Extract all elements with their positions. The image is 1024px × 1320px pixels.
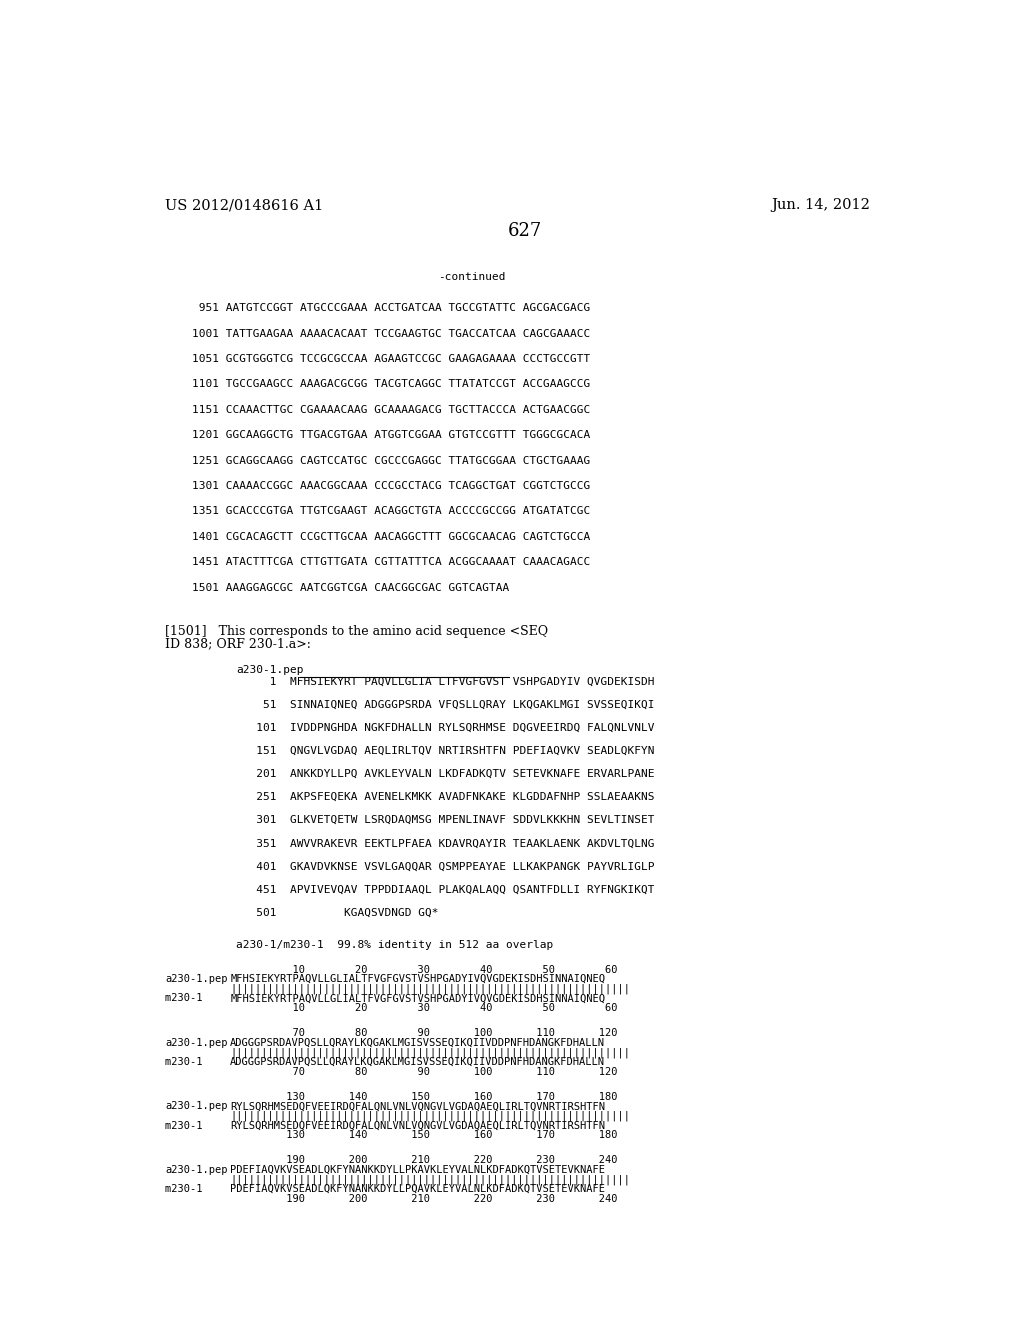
- Text: 951 AATGTCCGGT ATGCCCGAAA ACCTGATCAA TGCCGTATTC AGCGACGACG: 951 AATGTCCGGT ATGCCCGAAA ACCTGATCAA TGC…: [191, 304, 590, 313]
- Text: 1301 CAAAACCGGC AAACGGCAAA CCCGCCTACG TCAGGCTGAT CGGTCTGCCG: 1301 CAAAACCGGC AAACGGCAAA CCCGCCTACG TC…: [191, 480, 590, 491]
- Text: m230-1: m230-1: [165, 994, 221, 1003]
- Text: 201  ANKKDYLLPQ AVKLEYVALN LKDFADKQTV SETEVKNAFE ERVARLPANE: 201 ANKKDYLLPQ AVKLEYVALN LKDFADKQTV SET…: [237, 770, 655, 779]
- Text: a230-1/m230-1  99.8% identity in 512 aa overlap: a230-1/m230-1 99.8% identity in 512 aa o…: [237, 940, 554, 950]
- Text: a230-1.pep: a230-1.pep: [237, 665, 304, 675]
- Text: RYLSQRHMSEDQFVEEIRDQFALQNLVNLVQNGVLVGDAQAEQLIRLTQVNRTIRSHTFN: RYLSQRHMSEDQFVEEIRDQFALQNLVNLVQNGVLVGDAQ…: [230, 1101, 605, 1111]
- Text: 301  GLKVETQETW LSRQDAQMSG MPENLINAVF SDDVLKKKHN SEVLTINSET: 301 GLKVETQETW LSRQDAQMSG MPENLINAVF SDD…: [237, 816, 655, 825]
- Text: 1101 TGCCGAAGCC AAAGACGCGG TACGTCAGGC TTATATCCGT ACCGAAGCCG: 1101 TGCCGAAGCC AAAGACGCGG TACGTCAGGC TT…: [191, 379, 590, 389]
- Text: US 2012/0148616 A1: US 2012/0148616 A1: [165, 198, 324, 213]
- Text: m230-1: m230-1: [165, 1184, 221, 1195]
- Text: 190       200       210       220       230       240: 190 200 210 220 230 240: [230, 1155, 617, 1166]
- Text: 70        80        90       100       110       120: 70 80 90 100 110 120: [230, 1028, 617, 1038]
- Text: ||||||||||||||||||||||||||||||||||||||||||||||||||||||||||||||||: ||||||||||||||||||||||||||||||||||||||||…: [230, 983, 631, 994]
- Text: m230-1: m230-1: [165, 1057, 221, 1067]
- Text: 351  AWVVRAKEVR EEKTLPFAEA KDAVRQAYIR TEAAKLAENK AKDVLTQLNG: 351 AWVVRAKEVR EEKTLPFAEA KDAVRQAYIR TEA…: [237, 838, 655, 849]
- Text: ||||||||||||||||||||||||||||||||||||||||||||||||||||||||||||||||: ||||||||||||||||||||||||||||||||||||||||…: [230, 1047, 631, 1057]
- Text: 501          KGAQSVDNGD GQ*: 501 KGAQSVDNGD GQ*: [237, 908, 439, 917]
- Text: Jun. 14, 2012: Jun. 14, 2012: [771, 198, 870, 213]
- Text: ADGGGPSRDAVPQSLLQRAYLKQGAKLMGISVSSEQIKQIIVDDPNFHDANGKFDHALLN: ADGGGPSRDAVPQSLLQRAYLKQGAKLMGISVSSEQIKQI…: [230, 1038, 605, 1048]
- Text: ||||||||||||||||||||||||||||||||||||||||||||||||||||||||||||||||: ||||||||||||||||||||||||||||||||||||||||…: [230, 1175, 631, 1185]
- Text: 1351 GCACCCGTGA TTGTCGAAGT ACAGGCTGTA ACCCCGCCGG ATGATATCGC: 1351 GCACCCGTGA TTGTCGAAGT ACAGGCTGTA AC…: [191, 507, 590, 516]
- Text: a230-1.pep: a230-1.pep: [165, 1164, 227, 1175]
- Text: MFHSIEKYRTPAQVLLGLIALTFVGFGVSTVSHPGADYIVQVGDEKISDHSINNAIQNEQ: MFHSIEKYRTPAQVLLGLIALTFVGFGVSTVSHPGADYIV…: [230, 974, 605, 985]
- Text: 1251 GCAGGCAAGG CAGTCCATGC CGCCCGAGGC TTATGCGGAA CTGCTGAAAG: 1251 GCAGGCAAGG CAGTCCATGC CGCCCGAGGC TT…: [191, 455, 590, 466]
- Text: 251  AKPSFEQEKA AVENELKMKK AVADFNKAKE KLGDDAFNHP SSLAEAAKNS: 251 AKPSFEQEKA AVENELKMKK AVADFNKAKE KLG…: [237, 792, 655, 803]
- Text: -continued: -continued: [438, 272, 506, 282]
- Text: 10        20        30        40        50        60: 10 20 30 40 50 60: [230, 1003, 617, 1012]
- Text: 1  MFHSIEKYRT PAQVLLGLIA LTFVGFGVST VSHPGADYIV QVGDEKISDH: 1 MFHSIEKYRT PAQVLLGLIA LTFVGFGVST VSHPG…: [237, 677, 655, 686]
- Text: 151  QNGVLVGDAQ AEQLIRLTQV NRTIRSHTFN PDEFIAQVKV SEADLQKFYN: 151 QNGVLVGDAQ AEQLIRLTQV NRTIRSHTFN PDE…: [237, 746, 655, 756]
- Text: 130       140       150       160       170       180: 130 140 150 160 170 180: [230, 1092, 617, 1102]
- Text: a230-1.pep: a230-1.pep: [165, 974, 227, 985]
- Text: 451  APVIVEVQAV TPPDDIAAQL PLAKQALAQQ QSANTFDLLI RYFNGKIKQT: 451 APVIVEVQAV TPPDDIAAQL PLAKQALAQQ QSA…: [237, 884, 655, 895]
- Text: 190       200       210       220       230       240: 190 200 210 220 230 240: [230, 1193, 617, 1204]
- Text: PDEFIAQVKVSEADLQKFYNANKKDYLLPKAVKLEYVALNLKDFADKQTVSETEVKNAFE: PDEFIAQVKVSEADLQKFYNANKKDYLLPKAVKLEYVALN…: [230, 1164, 605, 1175]
- Text: 10        20        30        40        50        60: 10 20 30 40 50 60: [230, 965, 617, 974]
- Text: 1401 CGCACAGCTT CCGCTTGCAA AACAGGCTTT GGCGCAACAG CAGTCTGCCA: 1401 CGCACAGCTT CCGCTTGCAA AACAGGCTTT GG…: [191, 532, 590, 541]
- Text: 627: 627: [508, 222, 542, 239]
- Text: 101  IVDDPNGHDA NGKFDHALLN RYLSQRHMSE DQGVEEIRDQ FALQNLVNLV: 101 IVDDPNGHDA NGKFDHALLN RYLSQRHMSE DQG…: [237, 723, 655, 733]
- Text: a230-1.pep: a230-1.pep: [165, 1101, 227, 1111]
- Text: RYLSQRHMSEDQFVEEIRDQFALQNLVNLVQNGVLVGDAQAEQLIRLTQVNRTIRSHTFN: RYLSQRHMSEDQFVEEIRDQFALQNLVNLVQNGVLVGDAQ…: [230, 1121, 605, 1130]
- Text: 1151 CCAAACTTGC CGAAAACAAG GCAAAAGACG TGCTTACCCA ACTGAACGGC: 1151 CCAAACTTGC CGAAAACAAG GCAAAAGACG TG…: [191, 405, 590, 414]
- Text: MFHSIEKYRTPAQVLLGLIALTFVGFGVSTVSHPGADYIVQVGDEKISDHSINNAIQNEQ: MFHSIEKYRTPAQVLLGLIALTFVGFGVSTVSHPGADYIV…: [230, 994, 605, 1003]
- Text: ID 838; ORF 230-1.a>:: ID 838; ORF 230-1.a>:: [165, 638, 311, 651]
- Text: m230-1: m230-1: [165, 1121, 221, 1130]
- Text: PDEFIAQVKVSEADLQKFYNANKKDYLLPQAVKLEYVALNLKDFADKQTVSETEVKNAFE: PDEFIAQVKVSEADLQKFYNANKKDYLLPQAVKLEYVALN…: [230, 1184, 605, 1195]
- Text: 130       140       150       160       170       180: 130 140 150 160 170 180: [230, 1130, 617, 1140]
- Text: 51  SINNAIQNEQ ADGGGPSRDA VFQSLLQRAY LKQGAKLMGI SVSSEQIKQI: 51 SINNAIQNEQ ADGGGPSRDA VFQSLLQRAY LKQG…: [237, 700, 655, 710]
- Text: a230-1.pep: a230-1.pep: [165, 1038, 227, 1048]
- Text: 1201 GGCAAGGCTG TTGACGTGAA ATGGTCGGAA GTGTCCGTTT TGGGCGCACA: 1201 GGCAAGGCTG TTGACGTGAA ATGGTCGGAA GT…: [191, 430, 590, 440]
- Text: 401  GKAVDVKNSE VSVLGAQQAR QSMPPEAYAE LLKAKPANGK PAYVRLIGLP: 401 GKAVDVKNSE VSVLGAQQAR QSMPPEAYAE LLK…: [237, 862, 655, 871]
- Text: 1001 TATTGAAGAA AAAACACAAT TCCGAAGTGC TGACCATCAA CAGCGAAACC: 1001 TATTGAAGAA AAAACACAAT TCCGAAGTGC TG…: [191, 329, 590, 338]
- Text: 70        80        90       100       110       120: 70 80 90 100 110 120: [230, 1067, 617, 1077]
- Text: ||||||||||||||||||||||||||||||||||||||||||||||||||||||||||||||||: ||||||||||||||||||||||||||||||||||||||||…: [230, 1111, 631, 1122]
- Text: 1451 ATACTTTCGA CTTGTTGATA CGTTATTTCA ACGGCAAAAT CAAACAGACC: 1451 ATACTTTCGA CTTGTTGATA CGTTATTTCA AC…: [191, 557, 590, 568]
- Text: [1501]   This corresponds to the amino acid sequence <SEQ: [1501] This corresponds to the amino aci…: [165, 626, 548, 638]
- Text: ADGGGPSRDAVPQSLLQRAYLKQGAKLMGISVSSEQIKQIIVDDPNFHDANGKFDHALLN: ADGGGPSRDAVPQSLLQRAYLKQGAKLMGISVSSEQIKQI…: [230, 1057, 605, 1067]
- Text: 1051 GCGTGGGTCG TCCGCGCCAA AGAAGTCCGC GAAGAGAAAA CCCTGCCGTT: 1051 GCGTGGGTCG TCCGCGCCAA AGAAGTCCGC GA…: [191, 354, 590, 364]
- Text: 1501 AAAGGAGCGC AATCGGTCGA CAACGGCGAC GGTCAGTAA: 1501 AAAGGAGCGC AATCGGTCGA CAACGGCGAC GG…: [191, 582, 509, 593]
